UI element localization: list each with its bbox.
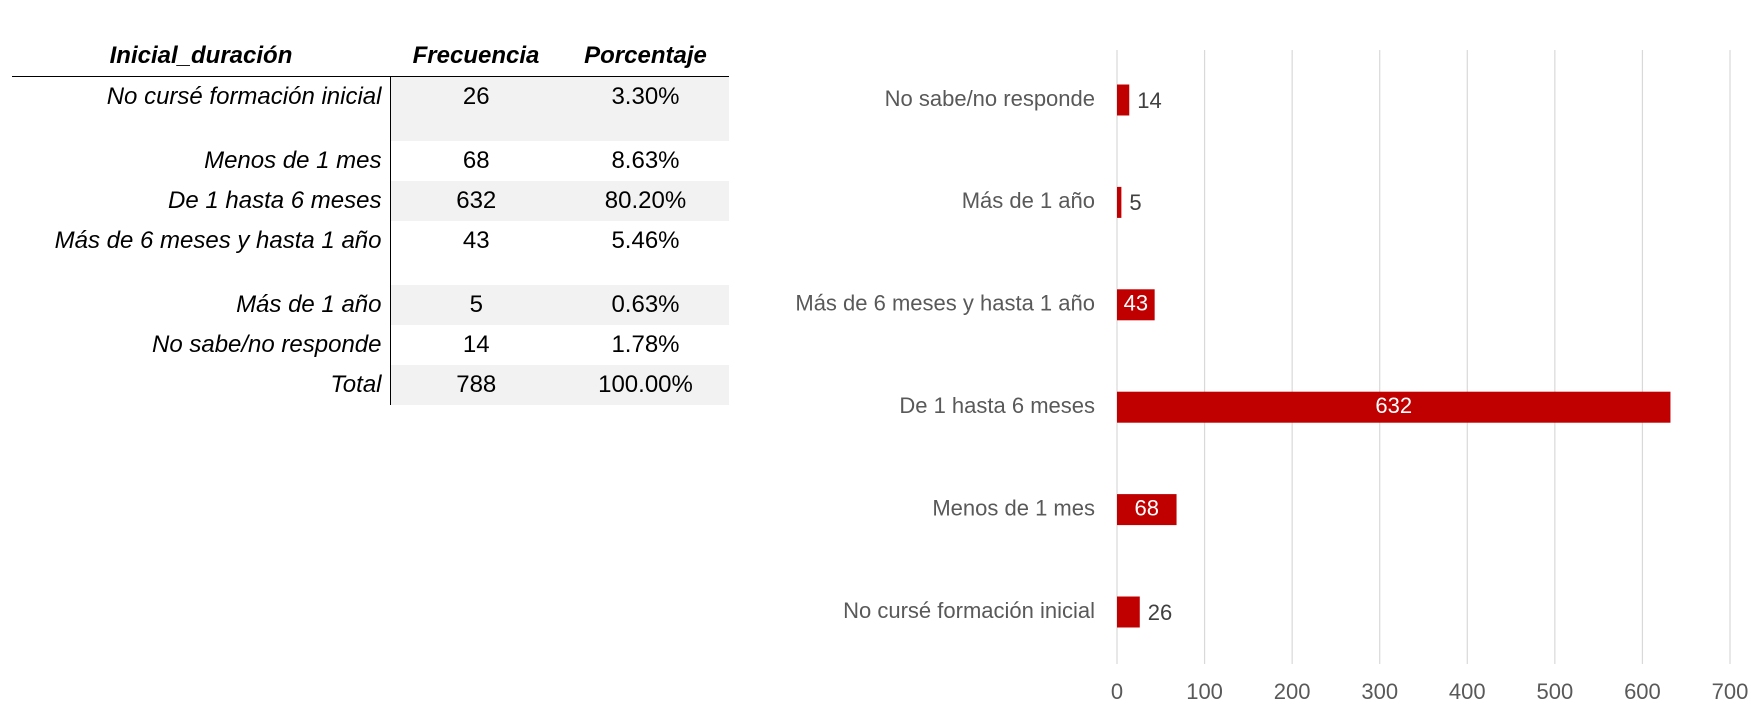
x-tick-label: 600 bbox=[1624, 679, 1661, 704]
page: {"table": { "header": ["Inicial_duración… bbox=[0, 0, 1757, 705]
bar bbox=[1117, 85, 1129, 116]
x-tick-label: 100 bbox=[1186, 679, 1223, 704]
x-tick-label: 200 bbox=[1274, 679, 1311, 704]
data-label: 5 bbox=[1129, 190, 1141, 215]
x-tick-label: 400 bbox=[1449, 679, 1486, 704]
data-label: 14 bbox=[1137, 88, 1161, 113]
x-tick-label: 500 bbox=[1536, 679, 1573, 704]
y-tick-label: De 1 hasta 6 meses bbox=[899, 393, 1095, 418]
bar bbox=[1117, 597, 1140, 628]
bar bbox=[1117, 187, 1121, 218]
data-label: 68 bbox=[1135, 495, 1159, 520]
data-label: 43 bbox=[1124, 291, 1148, 316]
chart: 0 100 200 300 400 500 600 700 No sabe/no respond… bbox=[0, 0, 1757, 705]
data-label: 26 bbox=[1148, 600, 1172, 625]
data-label: 632 bbox=[1375, 393, 1412, 418]
y-tick-label: Más de 1 año bbox=[962, 188, 1095, 213]
x-tick-label: 300 bbox=[1361, 679, 1398, 704]
y-tick-label: Más de 6 meses y hasta 1 año bbox=[795, 291, 1095, 316]
y-tick-label: Menos de 1 mes bbox=[932, 495, 1095, 520]
y-tick-label: No sabe/no responde bbox=[885, 86, 1095, 111]
x-tick-label: 700 bbox=[1712, 679, 1749, 704]
x-tick-label: 0 bbox=[1111, 679, 1123, 704]
y-tick-label: No cursé formación inicial bbox=[843, 598, 1095, 623]
